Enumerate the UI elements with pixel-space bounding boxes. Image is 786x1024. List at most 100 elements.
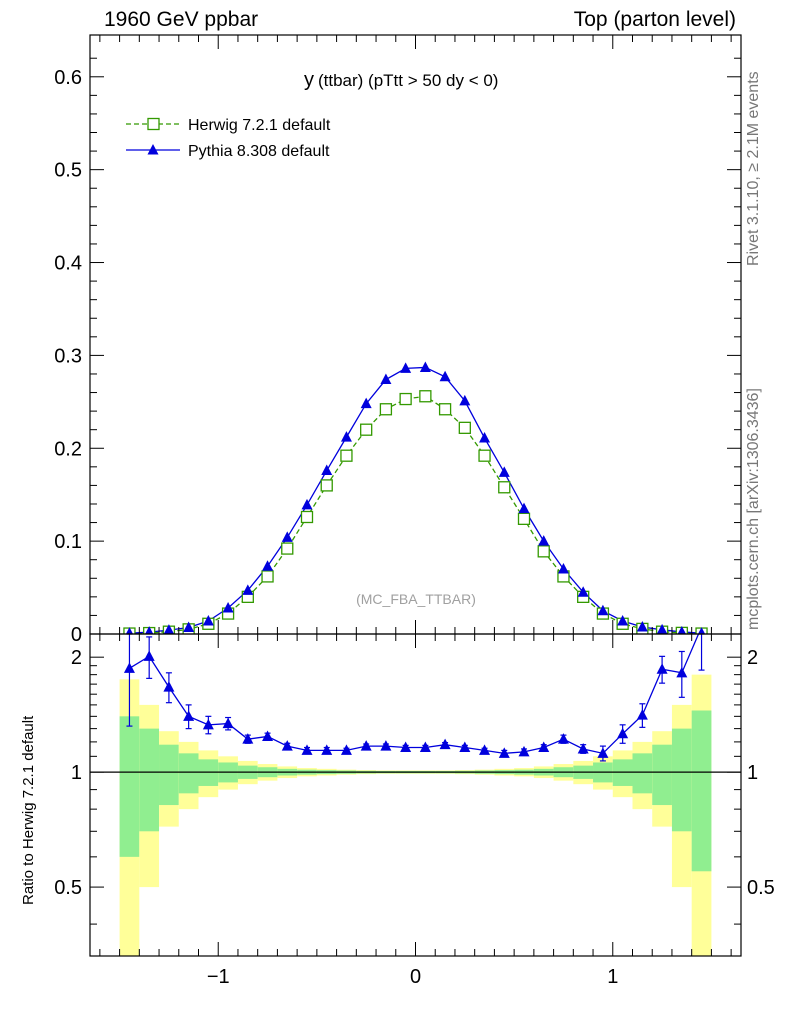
pythia-marker	[222, 601, 234, 613]
ratio-pythia-marker	[183, 710, 195, 721]
main-ytick-label: 0.1	[54, 531, 82, 553]
pythia-marker	[597, 604, 609, 616]
pythia-marker	[183, 621, 195, 632]
ratio-pythia-marker	[656, 663, 668, 674]
ratio-pythia-line	[129, 634, 700, 755]
plot-title-variable: y	[304, 69, 314, 91]
pythia-marker	[538, 535, 550, 546]
herwig-marker	[458, 421, 471, 434]
main-ytick-label: 0.3	[54, 345, 82, 367]
ratio-panel	[90, 634, 741, 956]
pythia-marker	[419, 361, 431, 372]
ratio-pythia-marker	[143, 650, 155, 661]
herwig-marker	[261, 570, 274, 583]
pythia-marker	[202, 614, 214, 626]
herwig-marker	[498, 481, 511, 494]
ratio-pythia-marker	[163, 681, 175, 692]
herwig-marker	[281, 542, 294, 555]
ratio-pythia-marker	[262, 730, 274, 741]
ratio-band-inner	[178, 753, 199, 794]
pythia-marker	[380, 373, 392, 385]
ratio-pythia-marker	[340, 744, 352, 755]
ratio-pythia-marker	[439, 738, 451, 750]
legend-pythia-marker	[147, 144, 159, 155]
ratio-pythia-marker	[301, 744, 313, 755]
ratio-pythia-marker	[636, 709, 648, 720]
axes: 0 0.1 0.2 0.3 0.4 0.5 0.6 0.5 0.5 1 1 2 2 −1 0 1	[54, 34, 775, 988]
ratio-pythia-marker	[676, 666, 688, 678]
ratio-band-inner	[671, 728, 692, 832]
legend-herwig-label: Herwig 7.2.1 default	[188, 117, 331, 134]
herwig-marker	[340, 449, 353, 462]
pythia-marker	[677, 625, 687, 634]
ratio-pythia-marker	[123, 662, 135, 673]
ratio-ytick-label-right: 2	[747, 647, 758, 669]
ratio-pythia-marker	[222, 717, 234, 729]
legend: Herwig 7.2.1 default Pythia 8.308 default	[126, 117, 331, 160]
herwig-marker	[379, 403, 393, 416]
ratio-band-inner	[632, 753, 653, 794]
pythia-marker	[360, 397, 372, 409]
pythia-marker	[498, 466, 510, 477]
herwig-marker	[300, 510, 314, 524]
header-left: 1960 GeV ppbar	[104, 8, 259, 31]
pythia-marker	[577, 586, 589, 597]
ratio-pythia-marker	[518, 745, 530, 757]
pythia-marker	[301, 498, 313, 510]
herwig-marker	[517, 512, 531, 525]
ratio-xtick-label: 0	[410, 966, 421, 988]
pythia-marker	[439, 370, 451, 382]
pythia-marker	[697, 627, 706, 634]
ratio-pythia-marker	[380, 740, 392, 751]
ratio-pythia-marker	[597, 747, 609, 758]
ratio-pythia-marker	[498, 747, 510, 758]
ratio-band-inner	[691, 710, 712, 872]
pythia-marker	[242, 584, 254, 595]
ratio-band-inner	[159, 744, 179, 806]
herwig-marker	[478, 449, 491, 462]
analysis-watermark: (MC_FBA_TTBAR)	[356, 591, 476, 607]
pythia-marker	[459, 394, 471, 406]
ratio-band-inner	[139, 728, 160, 832]
ratio-pythia-marker	[479, 744, 491, 755]
pythia-marker	[262, 560, 274, 571]
ratio-ytick-label-right: 1	[747, 762, 758, 784]
pythia-marker	[281, 531, 293, 542]
ratio-ytick-label: 0.5	[54, 877, 82, 899]
ratio-pythia-marker	[419, 741, 431, 753]
ratio-pythia-marker	[459, 741, 471, 753]
ratio-ytick-label-right: 0.5	[747, 877, 775, 899]
pythia-marker	[163, 624, 175, 634]
pythia-marker	[636, 621, 648, 632]
ratio-ytick-label: 1	[71, 762, 82, 784]
pythia-marker	[656, 623, 668, 634]
pythia-marker	[125, 627, 134, 634]
main-ytick-label: 0.4	[54, 253, 82, 275]
herwig-marker	[360, 423, 373, 436]
plot-title-selection: (ttbar) (pTtt > 50 dy < 0)	[318, 71, 498, 90]
main-ytick-label: 0.5	[54, 160, 82, 182]
pythia-marker	[400, 362, 412, 373]
ratio-pythia-marker	[557, 733, 569, 744]
pythia-marker	[479, 432, 491, 443]
pythia-marker	[145, 626, 154, 634]
ratio-pythia-marker	[577, 742, 589, 754]
ratio-xtick-label: 1	[607, 966, 618, 988]
ratio-ytick-label: 2	[71, 647, 82, 669]
ratio-pythia-marker	[360, 740, 372, 751]
ratio-pythia-marker	[617, 727, 629, 739]
main-panel	[123, 361, 708, 634]
ratio-band-inner	[119, 716, 140, 857]
herwig-marker	[399, 392, 412, 406]
header-right: Top (parton level)	[573, 8, 736, 31]
main-ytick-label: 0.2	[54, 438, 82, 460]
ratio-pythia-marker	[538, 741, 550, 753]
herwig-marker	[438, 403, 452, 416]
ratio-pythia-marker	[202, 718, 214, 730]
herwig-marker	[419, 390, 432, 403]
pythia-marker	[617, 614, 629, 626]
herwig-marker	[320, 479, 333, 492]
ratio-pythia-marker	[400, 741, 412, 753]
ratio-pythia-marker	[242, 733, 254, 744]
